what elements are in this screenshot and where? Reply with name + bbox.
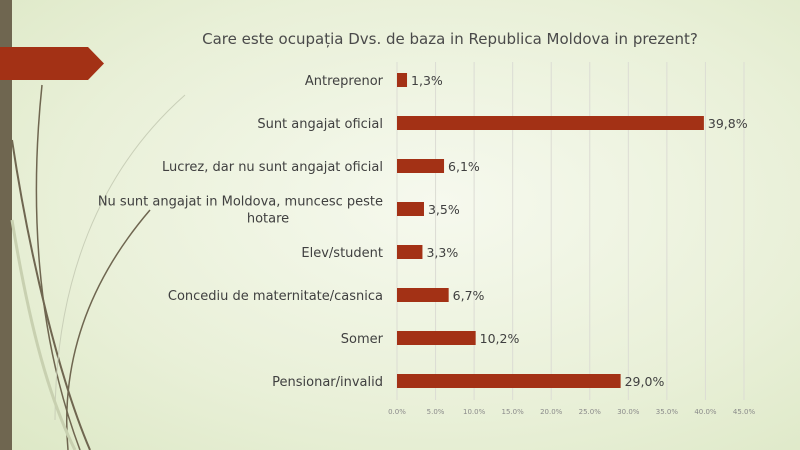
bar	[397, 202, 424, 216]
bar	[397, 331, 476, 345]
category-label: Concediu de maternitate/casnica	[168, 289, 383, 304]
bar	[397, 116, 704, 130]
category-label: Nu sunt angajat in Moldova, muncesc pest…	[98, 195, 383, 210]
x-tick-label: 20.0%	[540, 408, 563, 416]
data-label: 1,3%	[411, 73, 443, 88]
x-tick-label: 25.0%	[579, 408, 602, 416]
data-label: 6,7%	[453, 288, 485, 303]
x-tick-label: 35.0%	[656, 408, 679, 416]
bar	[397, 245, 423, 259]
data-label: 3,5%	[428, 202, 460, 217]
bar	[397, 288, 449, 302]
category-label: Lucrez, dar nu sunt angajat oficial	[162, 160, 383, 175]
data-label: 6,1%	[448, 159, 480, 174]
category-label: Sunt angajat oficial	[257, 117, 383, 132]
decorative-curves	[10, 84, 186, 450]
category-label: Pensionar/invalid	[272, 375, 383, 390]
x-tick-label: 30.0%	[617, 408, 640, 416]
bar	[397, 73, 408, 87]
bar	[397, 374, 621, 388]
title-banner-arrow	[0, 47, 104, 80]
bar	[397, 159, 445, 173]
x-tick-label: 5.0%	[427, 408, 445, 416]
category-label: Antreprenor	[305, 74, 384, 89]
x-tick-label: 40.0%	[694, 408, 717, 416]
x-tick-label: 45.0%	[733, 408, 756, 416]
data-label: 29,0%	[625, 374, 665, 389]
category-label: hotare	[247, 212, 289, 227]
data-label: 10,2%	[480, 331, 520, 346]
data-label: 39,8%	[708, 116, 748, 131]
chart-title: Care este ocupația Dvs. de baza in Repub…	[202, 30, 698, 48]
category-label: Somer	[341, 332, 384, 347]
x-tick-label: 0.0%	[388, 408, 406, 416]
data-label: 3,3%	[426, 245, 458, 260]
x-tick-label: 15.0%	[502, 408, 525, 416]
category-label: Elev/student	[301, 246, 383, 261]
sidebar-stripe	[0, 0, 12, 450]
x-tick-label: 10.0%	[463, 408, 486, 416]
